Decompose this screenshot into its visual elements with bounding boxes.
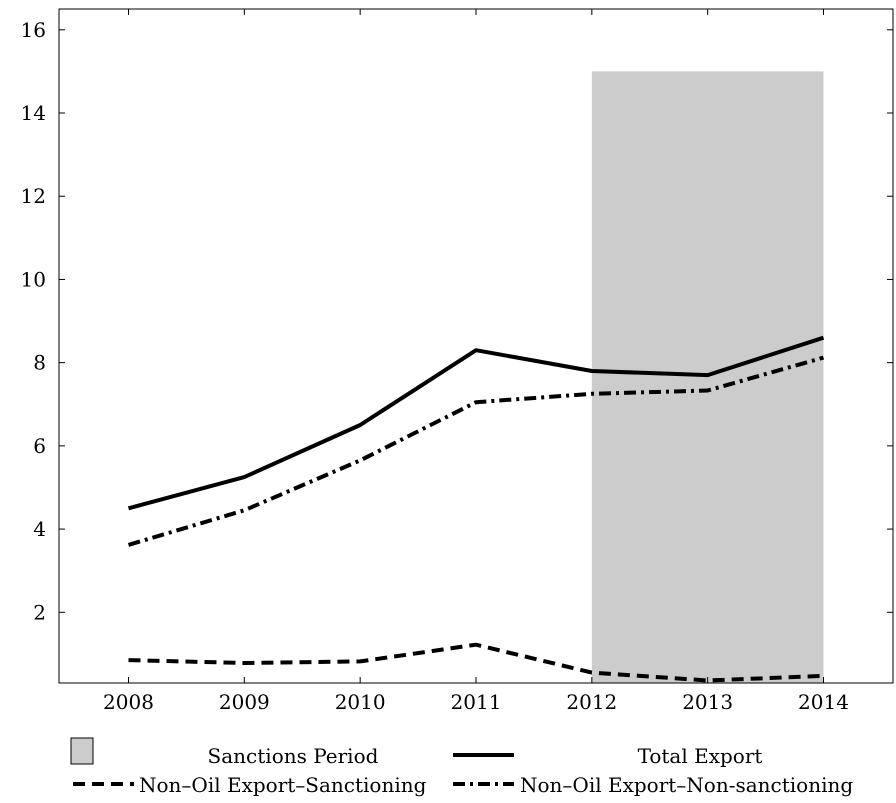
legend-label-non-oil-non-sanctioning: Non–Oil Export–Non-sanctioning: [520, 773, 853, 797]
x-tick-label: 2013: [682, 690, 733, 714]
y-tick-label: 10: [21, 267, 46, 291]
series-line-non-oil-sanctioning: [128, 642, 824, 683]
y-tick-label: 14: [21, 101, 46, 125]
series-layer: [127, 335, 825, 683]
x-tick-label: 2014: [798, 690, 849, 714]
y-tick-label: 2: [33, 600, 46, 624]
sanctions-period-shade: [591, 71, 824, 683]
legend-label-sanctions-period: Sanctions Period: [208, 744, 379, 768]
x-tick-label: 2012: [566, 690, 617, 714]
y-tick-label: 4: [33, 517, 46, 541]
x-tick-label: 2008: [103, 690, 154, 714]
y-tick-label: 16: [21, 18, 46, 42]
legend: Sanctions Period Total Export Non–Oil Ex…: [70, 737, 853, 797]
x-tick-label: 2009: [219, 690, 270, 714]
y-tick-label: 6: [33, 434, 46, 458]
legend-swatch-sanctions-period: [70, 737, 94, 765]
x-tick-label: 2010: [335, 690, 386, 714]
series-line-total-export: [127, 335, 825, 511]
legend-label-non-oil-sanctioning: Non–Oil Export–Sanctioning: [139, 773, 427, 797]
legend-label-total-export: Total Export: [638, 744, 763, 768]
series-line-non-oil-non-sanctioning: [127, 355, 825, 547]
y-tick-label: 12: [21, 184, 46, 208]
axis-layer: 2 4 6 8 10 12 14 16 2008 2009 2010 2011 2012 2013 2014: [21, 9, 893, 714]
shade-layer: [591, 71, 824, 683]
y-tick-label: 8: [33, 351, 46, 375]
x-tick-label: 2011: [451, 690, 502, 714]
